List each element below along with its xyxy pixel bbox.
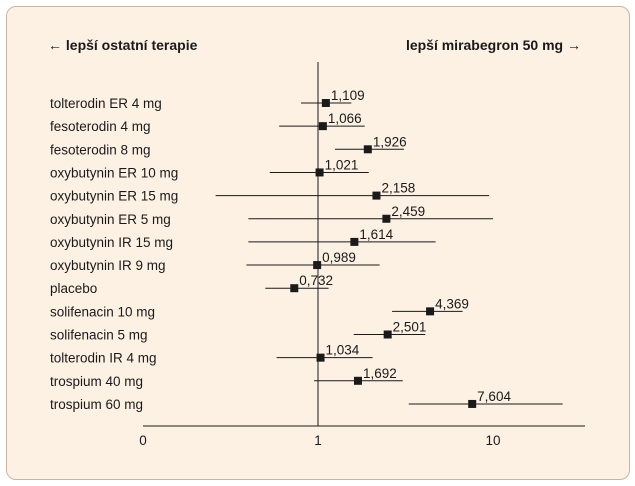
value-label: 1,926	[373, 134, 407, 149]
row-label: oxybutynin IR 15 mg	[50, 235, 173, 250]
row-label: tolterodin ER 4 mg	[50, 96, 162, 111]
point-estimate	[382, 214, 391, 223]
value-label: 1,034	[326, 343, 360, 358]
point-estimate	[290, 284, 299, 293]
row-label: trospium 60 mg	[50, 397, 143, 412]
row-label: trospium 40 mg	[50, 374, 143, 389]
row-label: oxybutynin IR 9 mg	[50, 258, 166, 273]
point-estimate	[313, 261, 322, 270]
value-label: 2,158	[381, 181, 415, 196]
value-label: 1,066	[328, 111, 362, 126]
point-estimate	[383, 330, 392, 339]
point-estimate	[353, 376, 362, 385]
row-label: solifenacin 5 mg	[50, 328, 148, 343]
row-label: oxybutynin ER 15 mg	[50, 189, 178, 204]
point-estimate	[321, 99, 330, 107]
point-estimate	[318, 122, 327, 131]
row-label: fesoterodin 8 mg	[50, 142, 151, 157]
x-tick-label: 0	[139, 433, 147, 448]
point-estimate	[315, 168, 324, 177]
point-estimate	[363, 145, 372, 154]
point-estimate	[350, 237, 359, 246]
row-label: placebo	[50, 281, 97, 296]
value-label: 2,459	[391, 204, 425, 219]
row-label: solifenacin 10 mg	[50, 304, 155, 319]
value-label: 1,021	[325, 157, 359, 172]
row-label: tolterodin IR 4 mg	[50, 351, 157, 366]
value-label: 1,692	[363, 366, 397, 381]
left-header: ← lepší ostatní terapie	[48, 37, 198, 53]
value-label: 1,109	[331, 88, 365, 103]
value-label: 0,989	[322, 250, 356, 265]
row-label: fesoterodin 4 mg	[50, 119, 151, 134]
point-estimate	[468, 399, 477, 408]
row-label: oxybutynin ER 5 mg	[50, 212, 171, 227]
point-estimate	[316, 353, 325, 362]
value-label: 2,501	[393, 320, 427, 335]
x-tick-label: 10	[485, 433, 500, 448]
point-estimate	[372, 191, 381, 200]
right-header: lepší mirabegron 50 mg →	[406, 37, 581, 53]
value-label: 0,732	[299, 273, 333, 288]
value-label: 7,604	[477, 389, 511, 404]
value-label: 4,369	[435, 296, 469, 311]
point-estimate	[426, 307, 435, 316]
value-label: 1,614	[359, 227, 393, 242]
x-tick-label: 1	[314, 433, 322, 448]
row-label: oxybutynin ER 10 mg	[50, 165, 178, 180]
